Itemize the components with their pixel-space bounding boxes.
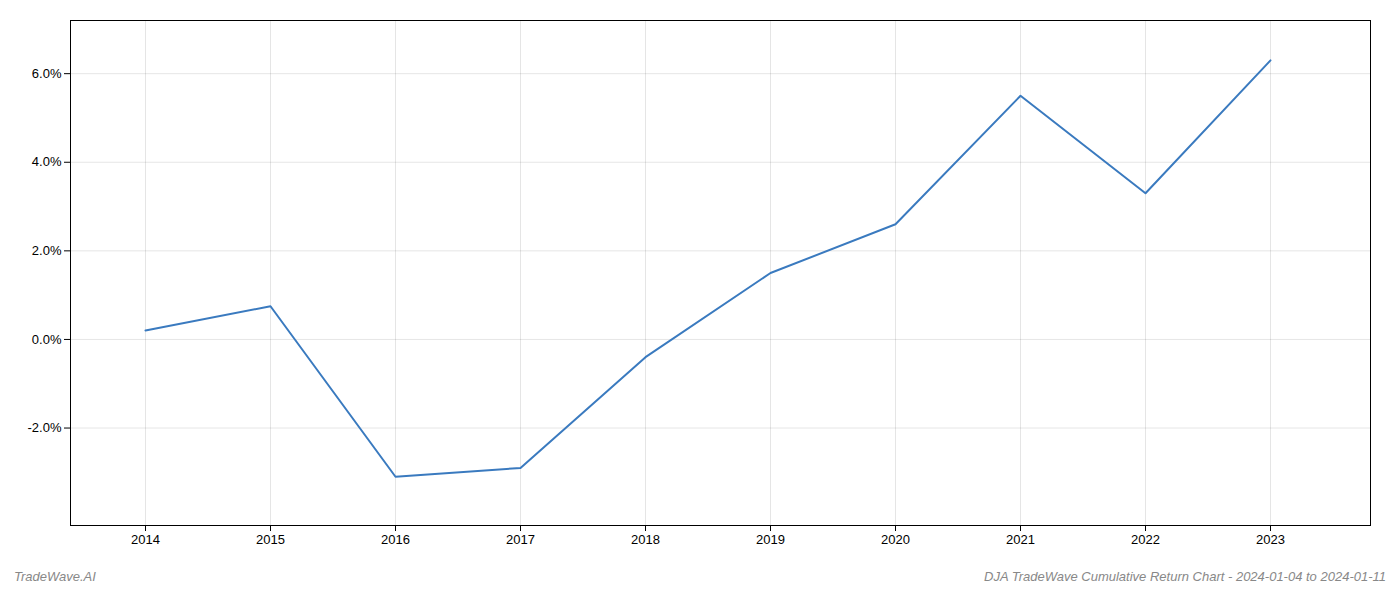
svg-text:2017: 2017 bbox=[506, 532, 535, 547]
html-text:DJA TradeWave Cumulative Retur: DJA TradeWave Cumulative Return Chart - … bbox=[984, 569, 1386, 584]
svg-text:0.0%: 0.0% bbox=[32, 332, 62, 347]
svg-text:2016: 2016 bbox=[381, 532, 410, 547]
svg-text:4.0%: 4.0% bbox=[32, 154, 62, 169]
svg-text:2015: 2015 bbox=[256, 532, 285, 547]
svg-text:-2.0%: -2.0% bbox=[28, 420, 62, 435]
svg-text:2019: 2019 bbox=[756, 532, 785, 547]
html-text:TradeWave.AI: TradeWave.AI bbox=[14, 569, 96, 584]
svg-text:2.0%: 2.0% bbox=[32, 243, 62, 258]
svg-text:2021: 2021 bbox=[1006, 532, 1035, 547]
svg-text:6.0%: 6.0% bbox=[32, 66, 62, 81]
svg-text:2014: 2014 bbox=[131, 532, 160, 547]
svg-text:2023: 2023 bbox=[1256, 532, 1285, 547]
svg-text:2020: 2020 bbox=[881, 532, 910, 547]
svg-text:2022: 2022 bbox=[1131, 532, 1160, 547]
svg-text:2018: 2018 bbox=[631, 532, 660, 547]
